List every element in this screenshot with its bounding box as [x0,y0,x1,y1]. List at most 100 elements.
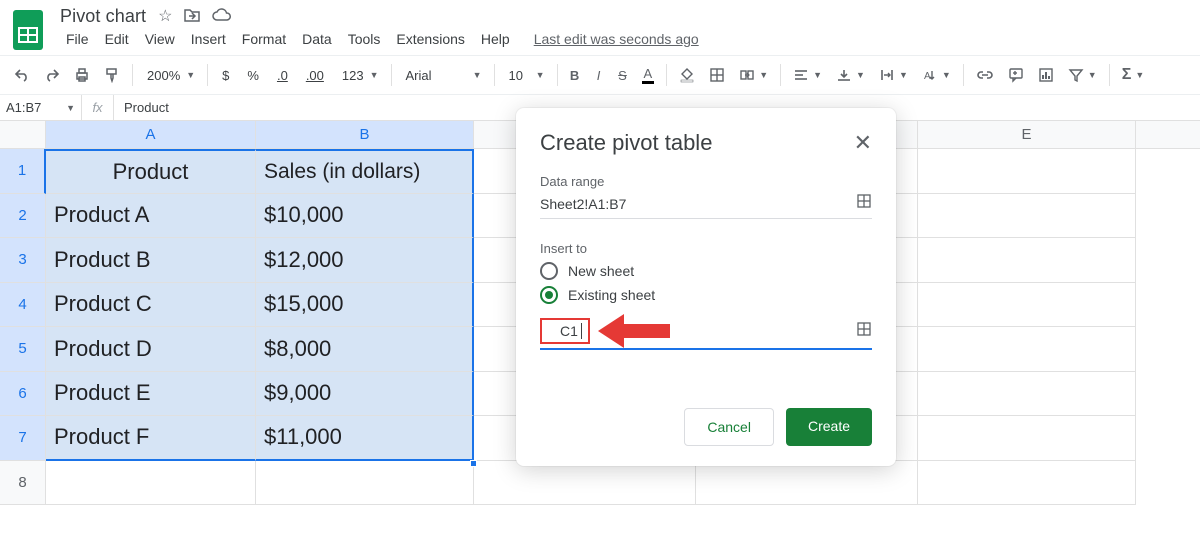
menu-file[interactable]: File [60,29,95,49]
decrease-decimal-icon[interactable]: .0 [269,61,296,89]
create-button[interactable]: Create [786,408,872,446]
functions-icon[interactable]: Σ▼ [1116,61,1151,89]
cell-D8[interactable] [696,461,918,506]
cell-A2[interactable]: Product A [46,194,256,239]
radio-icon [540,262,558,280]
cell-B1[interactable]: Sales (in dollars) [256,149,474,194]
cell-E2[interactable] [918,194,1136,239]
move-icon[interactable] [184,8,200,26]
row-header-8[interactable]: 8 [0,461,46,506]
print-icon[interactable] [68,61,96,89]
insert-chart-icon[interactable] [1032,61,1060,89]
cell-E4[interactable] [918,283,1136,328]
cancel-button[interactable]: Cancel [684,408,774,446]
insert-link-icon[interactable] [970,61,1000,89]
radio-new-sheet[interactable]: New sheet [540,262,872,280]
select-cell-icon[interactable] [856,321,872,342]
cell-A6[interactable]: Product E [46,372,256,417]
cell-B4[interactable]: $15,000 [256,283,474,328]
horizontal-align-icon[interactable]: ▼ [787,61,828,89]
doc-title[interactable]: Pivot chart [60,6,146,27]
cell-B8[interactable] [256,461,474,506]
bold-icon[interactable]: B [564,61,586,89]
text-color-icon[interactable]: A [636,61,661,89]
cell-A3[interactable]: Product B [46,238,256,283]
menu-data[interactable]: Data [296,29,338,49]
sheets-logo[interactable] [8,10,48,50]
number-format-select[interactable]: 123▼ [334,61,385,89]
selection-handle[interactable] [470,460,477,467]
insert-to-label: Insert to [540,241,872,256]
cell-E1[interactable] [918,149,1136,194]
cell-E8[interactable] [918,461,1136,506]
zoom-select[interactable]: 200%▼ [139,61,201,89]
menu-help[interactable]: Help [475,29,516,49]
cell-B2[interactable]: $10,000 [256,194,474,239]
vertical-align-icon[interactable]: ▼ [830,61,871,89]
percent-format-icon[interactable]: % [239,61,267,89]
cell-E5[interactable] [918,327,1136,372]
font-size-select[interactable]: 10▼ [501,61,551,89]
row-header-4[interactable]: 4 [0,283,46,328]
zoom-value: 200% [145,68,182,83]
paint-format-icon[interactable] [98,61,126,89]
cell-B3[interactable]: $12,000 [256,238,474,283]
row-header-5[interactable]: 5 [0,327,46,372]
cell-ref-input[interactable]: C1 [540,318,590,344]
radio-new-sheet-label: New sheet [568,263,634,279]
borders-icon[interactable] [703,61,731,89]
radio-existing-sheet[interactable]: Existing sheet [540,286,872,304]
cell-A8[interactable] [46,461,256,506]
cell-E6[interactable] [918,372,1136,417]
menu-view[interactable]: View [139,29,181,49]
undo-icon[interactable] [8,61,36,89]
menu-insert[interactable]: Insert [185,29,232,49]
radio-checked-icon [540,286,558,304]
menu-tools[interactable]: Tools [342,29,387,49]
data-range-input[interactable]: Sheet2!A1:B7 [540,196,626,212]
col-header-E[interactable]: E [918,121,1136,148]
cell-B6[interactable]: $9,000 [256,372,474,417]
currency-format-icon[interactable]: $ [214,61,237,89]
row-header-3[interactable]: 3 [0,238,46,283]
menu-edit[interactable]: Edit [99,29,135,49]
col-header-A[interactable]: A [46,121,256,148]
menu-format[interactable]: Format [236,29,292,49]
strikethrough-icon[interactable]: S [612,61,634,89]
fx-icon: fx [82,95,114,120]
name-box[interactable]: A1:B7▼ [0,95,82,120]
last-edit-text[interactable]: Last edit was seconds ago [528,29,705,49]
name-box-value: A1:B7 [6,100,41,115]
row-header-7[interactable]: 7 [0,416,46,461]
cell-E7[interactable] [918,416,1136,461]
fill-color-icon[interactable] [673,61,701,89]
font-select[interactable]: Arial▼ [398,61,488,89]
cell-A1[interactable]: Product [46,149,256,194]
cell-C8[interactable] [474,461,696,506]
col-header-B[interactable]: B [256,121,474,148]
increase-decimal-icon[interactable]: .00 [298,61,332,89]
filter-icon[interactable]: ▼ [1062,61,1103,89]
select-all-corner[interactable] [0,121,46,148]
row-header-6[interactable]: 6 [0,372,46,417]
cell-A4[interactable]: Product C [46,283,256,328]
italic-icon[interactable]: I [588,61,610,89]
redo-icon[interactable] [38,61,66,89]
menu-extensions[interactable]: Extensions [390,29,470,49]
row-header-2[interactable]: 2 [0,194,46,239]
text-wrap-icon[interactable]: ▼ [873,61,914,89]
text-rotation-icon[interactable]: A▼ [916,61,957,89]
cell-B7[interactable]: $11,000 [256,416,474,461]
cell-B5[interactable]: $8,000 [256,327,474,372]
formula-input[interactable]: Product [114,100,169,115]
star-icon[interactable]: ☆ [158,9,172,25]
cell-E3[interactable] [918,238,1136,283]
cell-A7[interactable]: Product F [46,416,256,461]
select-range-icon[interactable] [856,193,872,214]
merge-cells-icon[interactable]: ▼ [733,61,774,89]
insert-comment-icon[interactable] [1002,61,1030,89]
close-icon[interactable]: ✕ [854,132,872,154]
cell-A5[interactable]: Product D [46,327,256,372]
row-header-1[interactable]: 1 [0,149,46,194]
cloud-saved-icon[interactable] [212,8,232,26]
